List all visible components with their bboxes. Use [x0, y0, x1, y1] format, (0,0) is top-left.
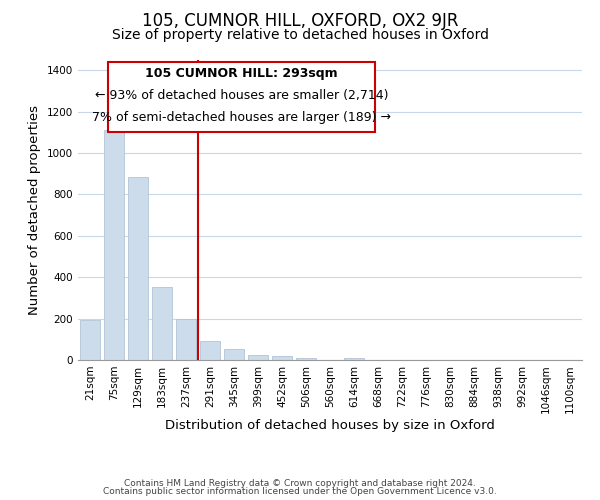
Text: ← 93% of detached houses are smaller (2,714): ← 93% of detached houses are smaller (2,… — [95, 90, 389, 102]
Bar — [248, 355, 268, 360]
Bar — [104, 130, 124, 360]
Text: Contains public sector information licensed under the Open Government Licence v3: Contains public sector information licen… — [103, 487, 497, 496]
Text: 105, CUMNOR HILL, OXFORD, OX2 9JR: 105, CUMNOR HILL, OXFORD, OX2 9JR — [142, 12, 458, 30]
Text: 7% of semi-detached houses are larger (189) →: 7% of semi-detached houses are larger (1… — [92, 112, 391, 124]
Bar — [344, 358, 364, 360]
Text: 105 CUMNOR HILL: 293sqm: 105 CUMNOR HILL: 293sqm — [145, 68, 338, 80]
Bar — [80, 320, 100, 360]
Bar — [296, 358, 316, 360]
Text: Size of property relative to detached houses in Oxford: Size of property relative to detached ho… — [112, 28, 488, 42]
Y-axis label: Number of detached properties: Number of detached properties — [28, 105, 41, 315]
Bar — [152, 287, 172, 360]
Bar — [272, 356, 292, 360]
Bar — [200, 341, 220, 360]
X-axis label: Distribution of detached houses by size in Oxford: Distribution of detached houses by size … — [165, 419, 495, 432]
Text: Contains HM Land Registry data © Crown copyright and database right 2024.: Contains HM Land Registry data © Crown c… — [124, 478, 476, 488]
Bar — [176, 319, 196, 360]
Bar — [224, 348, 244, 360]
Bar — [128, 176, 148, 360]
FancyBboxPatch shape — [108, 62, 376, 132]
